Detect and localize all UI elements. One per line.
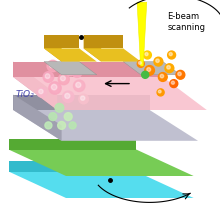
Polygon shape <box>9 161 136 172</box>
Circle shape <box>178 72 181 76</box>
Circle shape <box>157 89 164 96</box>
Text: TiO₂: TiO₂ <box>15 90 34 99</box>
Circle shape <box>168 51 176 59</box>
Polygon shape <box>84 48 141 62</box>
Circle shape <box>37 88 47 97</box>
Circle shape <box>139 62 141 64</box>
Circle shape <box>143 51 151 59</box>
Circle shape <box>137 60 144 67</box>
Circle shape <box>55 103 64 112</box>
Circle shape <box>49 113 57 121</box>
Polygon shape <box>13 110 198 141</box>
Circle shape <box>76 82 81 88</box>
Polygon shape <box>9 150 194 176</box>
Circle shape <box>145 66 154 75</box>
Circle shape <box>39 89 43 94</box>
Circle shape <box>67 67 72 72</box>
Circle shape <box>170 80 178 88</box>
Circle shape <box>73 80 85 92</box>
Circle shape <box>154 57 163 66</box>
Polygon shape <box>13 95 62 141</box>
Polygon shape <box>9 172 194 198</box>
Circle shape <box>156 59 159 62</box>
Circle shape <box>142 71 149 78</box>
Circle shape <box>43 72 54 82</box>
Circle shape <box>72 68 82 77</box>
Polygon shape <box>84 35 101 62</box>
Circle shape <box>51 84 57 90</box>
Circle shape <box>169 53 172 56</box>
Circle shape <box>158 90 161 93</box>
Circle shape <box>58 74 69 85</box>
Circle shape <box>81 96 85 100</box>
Circle shape <box>158 73 167 81</box>
Circle shape <box>47 60 59 72</box>
Circle shape <box>69 122 76 129</box>
Circle shape <box>58 121 66 129</box>
Polygon shape <box>13 62 163 77</box>
Circle shape <box>160 74 164 78</box>
Circle shape <box>62 91 74 103</box>
Text: E-beam
scanning: E-beam scanning <box>167 12 205 32</box>
Circle shape <box>45 74 50 79</box>
Polygon shape <box>9 139 136 150</box>
Circle shape <box>64 113 72 121</box>
Circle shape <box>61 76 65 81</box>
Circle shape <box>65 65 76 76</box>
Polygon shape <box>44 35 62 62</box>
Circle shape <box>167 66 170 69</box>
Circle shape <box>79 94 88 104</box>
Polygon shape <box>84 35 123 48</box>
Circle shape <box>65 93 70 99</box>
Polygon shape <box>44 35 79 48</box>
Circle shape <box>45 122 52 129</box>
Polygon shape <box>13 62 57 110</box>
Polygon shape <box>44 48 97 62</box>
Circle shape <box>74 70 78 74</box>
Circle shape <box>147 68 151 72</box>
Circle shape <box>49 82 61 94</box>
Circle shape <box>171 81 174 84</box>
Polygon shape <box>13 95 150 110</box>
Polygon shape <box>123 62 180 75</box>
Circle shape <box>165 64 174 73</box>
Circle shape <box>145 53 148 56</box>
Circle shape <box>49 62 55 68</box>
Circle shape <box>176 70 185 79</box>
Polygon shape <box>137 2 147 66</box>
Polygon shape <box>13 77 207 110</box>
Polygon shape <box>44 62 97 75</box>
